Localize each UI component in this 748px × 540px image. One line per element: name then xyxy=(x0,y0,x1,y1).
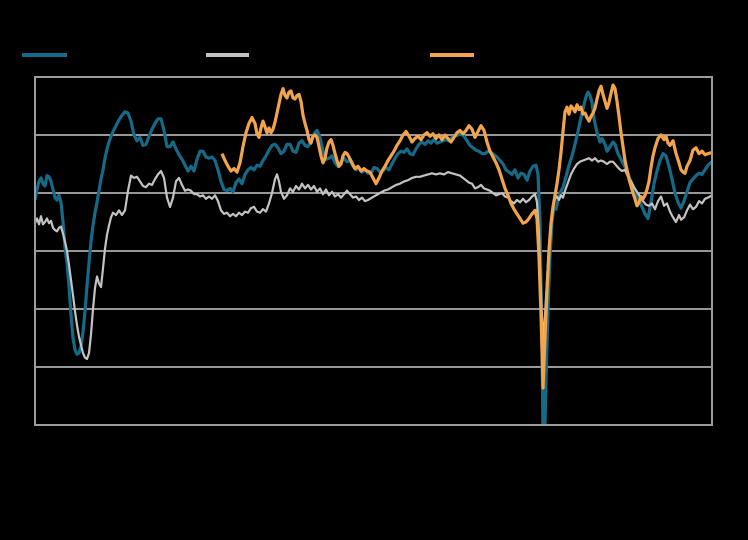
legend xyxy=(0,0,748,70)
series-lines xyxy=(35,83,712,425)
plot-border xyxy=(34,76,713,426)
legend-swatch-series-3 xyxy=(430,53,474,57)
line-series-2-gray xyxy=(35,157,712,360)
line-series-3-orange xyxy=(220,83,712,390)
legend-swatch-series-2 xyxy=(206,53,249,57)
legend-swatch-series-1 xyxy=(22,53,67,57)
line-series-1-teal xyxy=(35,90,712,425)
